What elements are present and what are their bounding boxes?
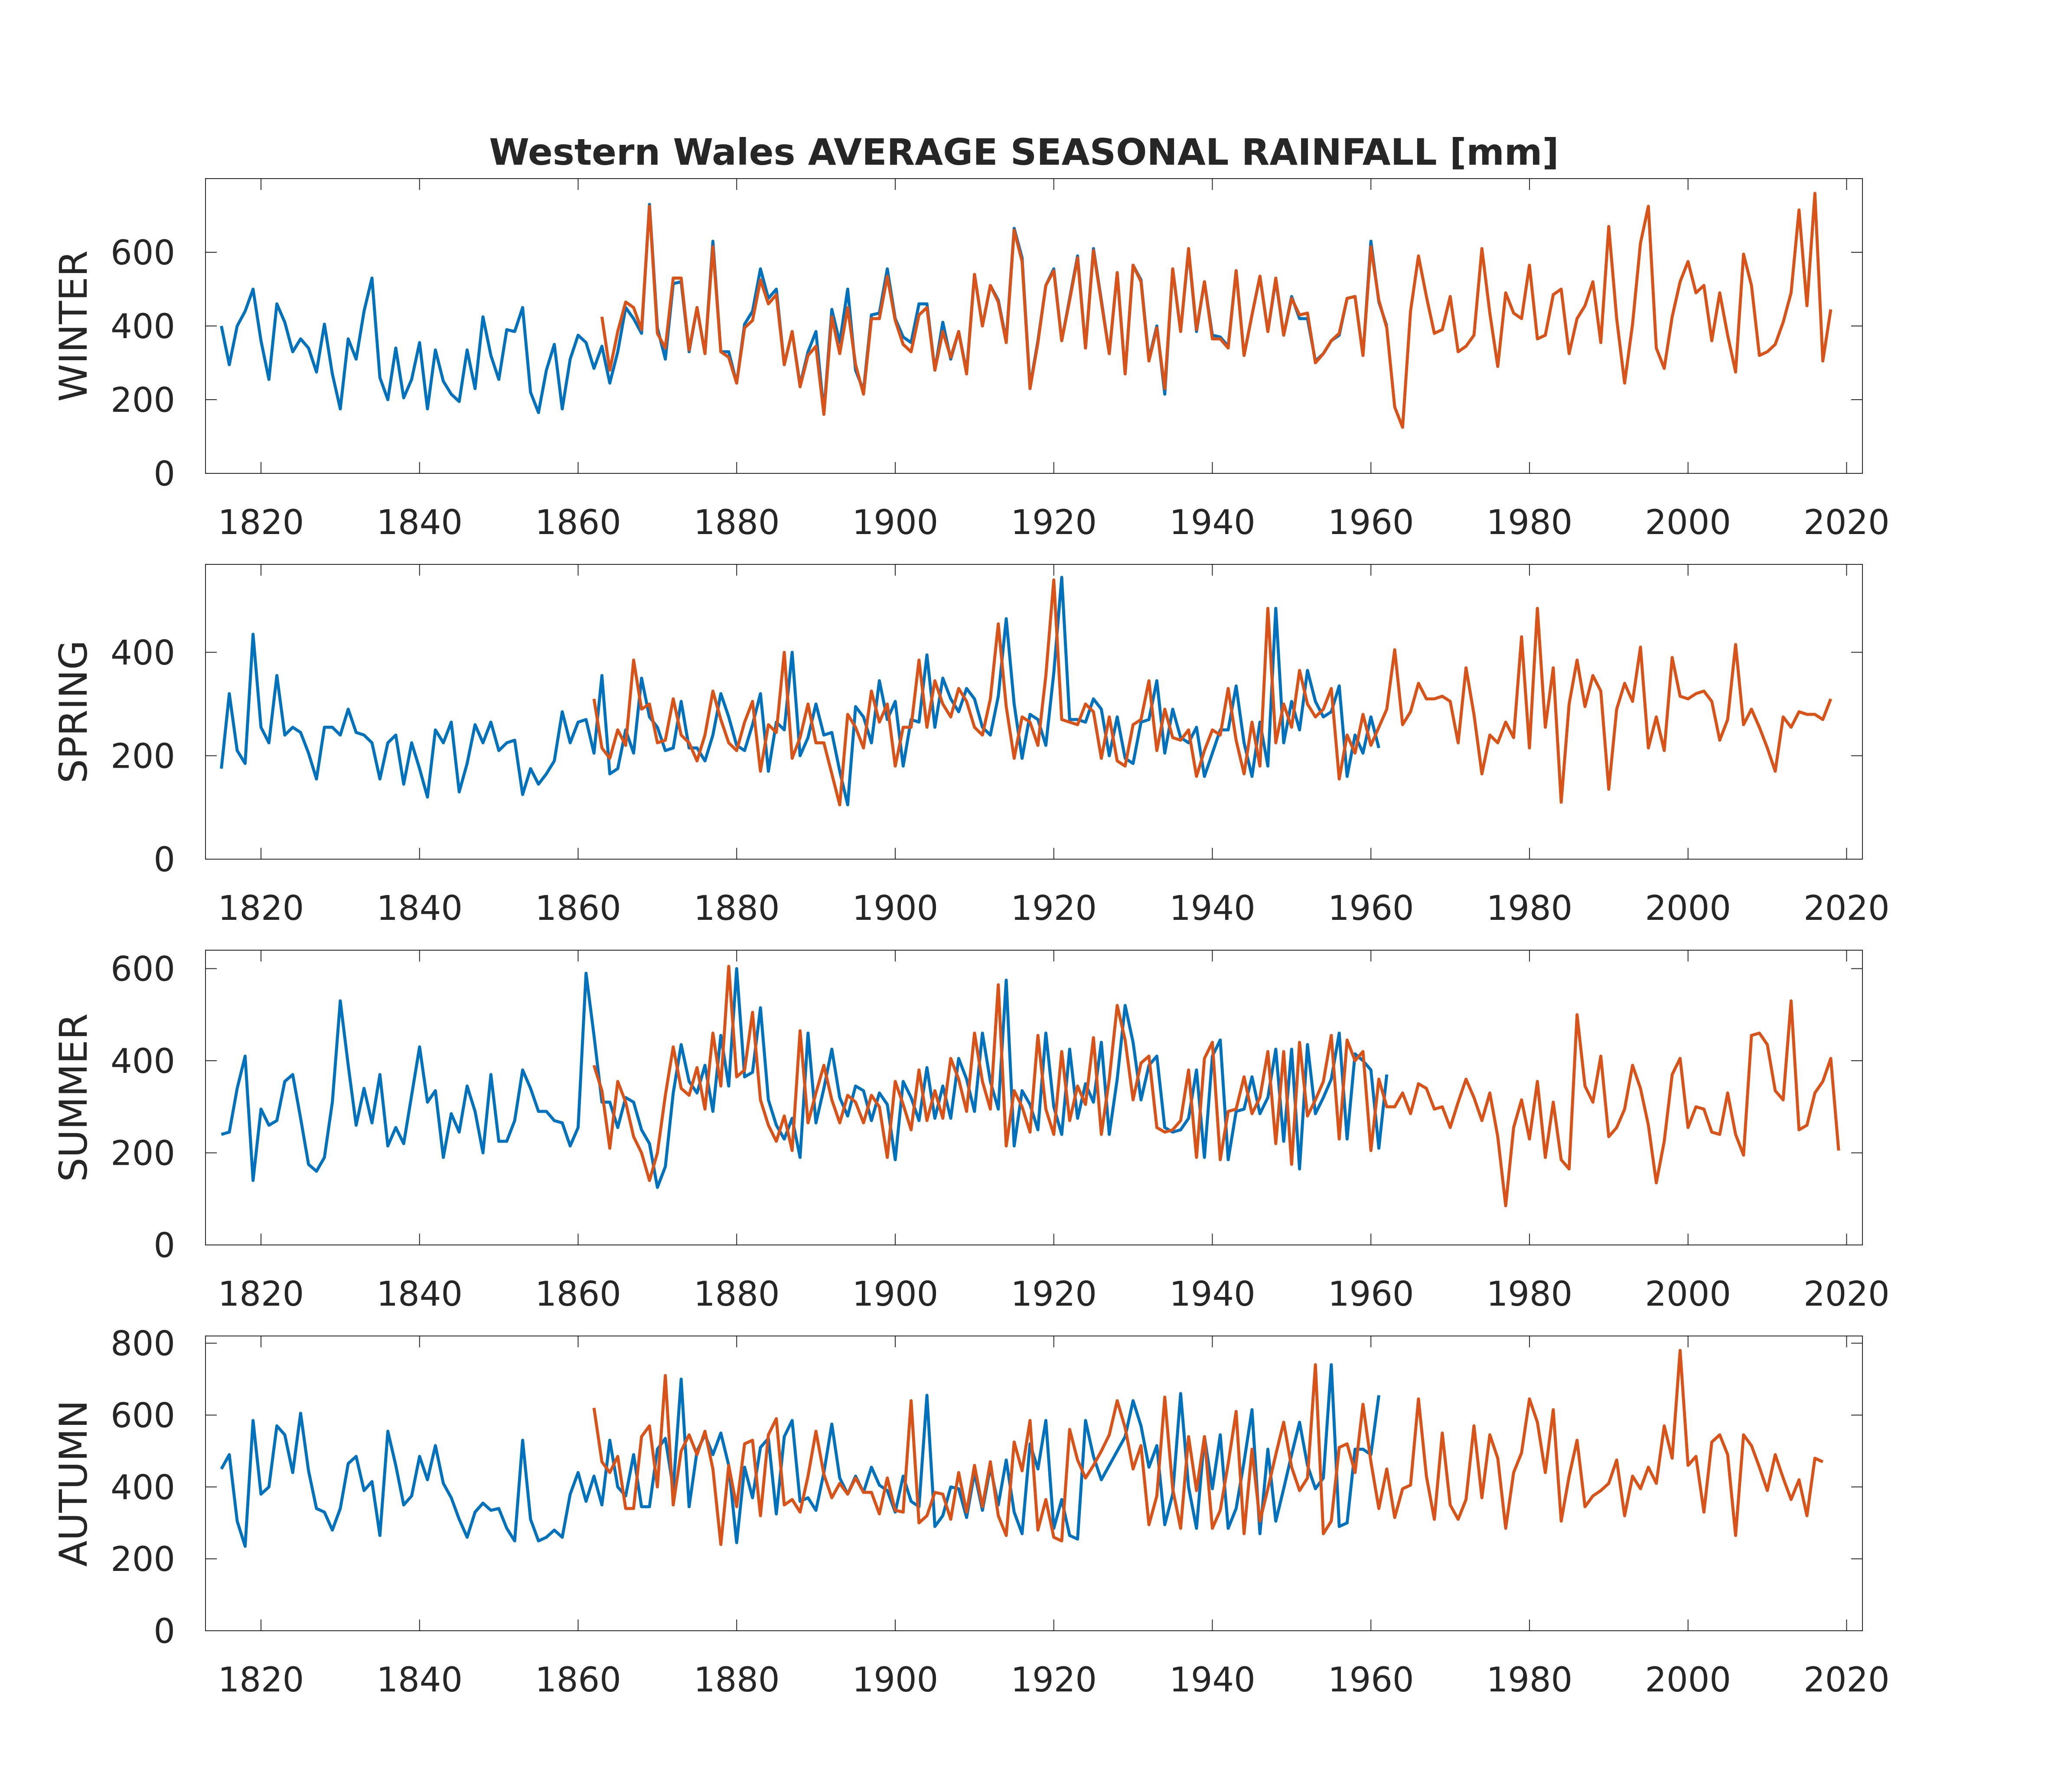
panel-spring: 1820 1840 1860 1880 1900 1920 1940 1960 1980 2000… xyxy=(51,564,1890,928)
x-tick-label: 1940 xyxy=(1169,503,1256,542)
x-tick-label: 1980 xyxy=(1487,503,1573,542)
x-tick-label: 1980 xyxy=(1487,889,1573,928)
y-axis-label-spring: SPRING xyxy=(51,640,96,783)
y-tick-label: 0 xyxy=(153,455,175,494)
plot-frame-winter xyxy=(205,178,1863,474)
series-line-1 xyxy=(221,967,1389,1189)
x-tick-label: 1920 xyxy=(1011,889,1097,928)
y-axis-label-autumn: AUTUMN xyxy=(51,1400,96,1567)
x-tick-label: 2020 xyxy=(1803,1275,1890,1314)
x-tick-label: 2000 xyxy=(1645,889,1731,928)
panel-winter: 1820 1840 1860 1880 1900 1920 1940 1960 1980 2000… xyxy=(51,178,1890,542)
y-tick-label: 600 xyxy=(111,1396,175,1435)
x-tick-label: 1820 xyxy=(218,1661,304,1700)
y-tick-label: 400 xyxy=(111,1468,175,1507)
series-line-2 xyxy=(600,192,1833,429)
y-tick-label: 0 xyxy=(153,1612,175,1651)
x-tick-label: 1960 xyxy=(1328,889,1414,928)
y-axis-label-winter: WINTER xyxy=(51,250,96,401)
y-axis-label-summer: SUMMER xyxy=(51,1013,96,1182)
panel-autumn: 1820 1840 1860 1880 1900 1920 1940 1960 1980 2000… xyxy=(51,1325,1890,1700)
series-line-1 xyxy=(220,576,1380,807)
x-tick-label: 2000 xyxy=(1645,1275,1731,1314)
x-tick-label: 1940 xyxy=(1169,1661,1256,1700)
x-tick-label: 1960 xyxy=(1328,503,1414,542)
y-tick-label: 0 xyxy=(153,841,175,880)
y-tick-label: 800 xyxy=(111,1325,175,1364)
x-tick-label: 1880 xyxy=(694,1661,780,1700)
y-tick-label: 600 xyxy=(111,950,175,989)
x-tick-label: 1960 xyxy=(1328,1275,1414,1314)
x-tick-label: 1860 xyxy=(535,503,621,542)
x-tick-label: 1820 xyxy=(218,1275,304,1314)
x-tick-label: 1960 xyxy=(1328,1661,1414,1700)
x-tick-label: 1840 xyxy=(376,889,463,928)
y-tick-label: 200 xyxy=(111,381,175,420)
y-tick-label: 0 xyxy=(153,1226,175,1265)
x-tick-label: 1880 xyxy=(694,889,780,928)
x-tick-label: 2000 xyxy=(1645,1661,1731,1700)
x-tick-label: 1880 xyxy=(694,503,780,542)
x-tick-label: 2000 xyxy=(1645,503,1731,542)
x-tick-label: 1880 xyxy=(694,1275,780,1314)
x-tick-label: 1980 xyxy=(1487,1661,1573,1700)
x-tick-label: 1940 xyxy=(1169,889,1256,928)
x-tick-label: 1900 xyxy=(852,1661,939,1700)
y-tick-label: 200 xyxy=(111,1540,175,1579)
x-tick-label: 1860 xyxy=(535,1661,621,1700)
x-tick-label: 1840 xyxy=(376,1661,463,1700)
x-tick-label: 1940 xyxy=(1169,1275,1256,1314)
x-tick-label: 1900 xyxy=(852,1275,939,1314)
y-tick-label: 400 xyxy=(111,307,175,346)
y-tick-label: 400 xyxy=(111,1042,175,1081)
x-tick-label: 1900 xyxy=(852,503,939,542)
x-tick-label: 1900 xyxy=(852,889,939,928)
x-tick-label: 1820 xyxy=(218,889,304,928)
x-tick-label: 1920 xyxy=(1011,503,1097,542)
x-tick-label: 2020 xyxy=(1803,889,1890,928)
y-tick-label: 600 xyxy=(111,234,175,273)
x-tick-label: 1980 xyxy=(1487,1275,1573,1314)
y-tick-label: 200 xyxy=(111,737,175,776)
x-tick-label: 1840 xyxy=(376,1275,463,1314)
panel-summer: 1820 1840 1860 1880 1900 1920 1940 1960 1980 2000… xyxy=(51,950,1890,1314)
series-line-2 xyxy=(592,964,1840,1208)
chart-title: Western Wales AVERAGE SEASONAL RAINFALL … xyxy=(489,131,1559,173)
x-tick-label: 2020 xyxy=(1803,503,1890,542)
x-tick-label: 2020 xyxy=(1803,1661,1890,1700)
series-line-2 xyxy=(592,578,1833,807)
x-tick-label: 1860 xyxy=(535,889,621,928)
plot-frame-spring xyxy=(205,564,1863,860)
x-tick-label: 1920 xyxy=(1011,1661,1097,1700)
y-tick-label: 200 xyxy=(111,1134,175,1173)
x-tick-label: 1820 xyxy=(218,503,304,542)
x-tick-label: 1860 xyxy=(535,1275,621,1314)
y-tick-label: 400 xyxy=(111,634,175,673)
series-line-2 xyxy=(592,1349,1824,1546)
x-tick-label: 1840 xyxy=(376,503,463,542)
x-tick-label: 1920 xyxy=(1011,1275,1097,1314)
